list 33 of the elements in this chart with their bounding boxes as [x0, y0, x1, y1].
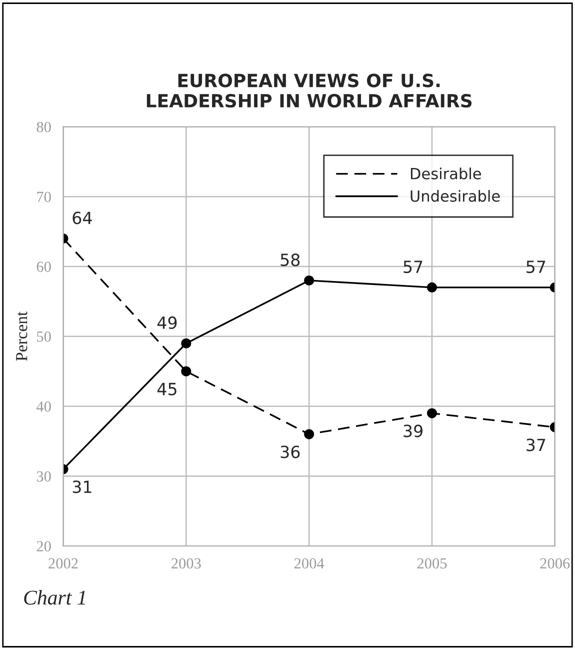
x-tick-label: 2005: [417, 558, 447, 569]
data-label: 37: [526, 438, 546, 452]
legend-label: Undesirable: [410, 190, 500, 202]
point: [426, 282, 437, 292]
data-label: 45: [157, 382, 176, 396]
point: [304, 275, 314, 286]
caption: Chart 1: [24, 590, 86, 605]
y-axis-title: Percent: [16, 311, 28, 361]
y-tick-label: 50: [37, 332, 51, 342]
point: [181, 338, 192, 348]
data-label: 64: [72, 212, 92, 224]
point: [304, 429, 314, 440]
y-tick-label: 30: [36, 471, 51, 482]
chart-title: EUROPEAN VIEWS OF U.S. LEADERSHIP IN WORLD AFFAIRS: [146, 74, 472, 108]
data-label: 57: [526, 260, 546, 274]
y-tick-label: 40: [36, 401, 51, 412]
legend-label: Desirable: [410, 168, 481, 180]
x-tick-label: 2004: [294, 558, 324, 569]
x-tick-label: 2002: [48, 558, 78, 569]
point: [426, 408, 437, 418]
x-tick-label: 2006: [540, 558, 570, 569]
y-tick-label: 20: [36, 541, 51, 552]
data-label: 58: [280, 254, 300, 266]
data-label: 36: [280, 446, 300, 458]
data-label: 31: [72, 480, 92, 494]
y-tick-label: 70: [37, 192, 51, 202]
y-tick-label: 80: [36, 122, 51, 132]
data-label: 39: [404, 424, 422, 438]
y-tick-label: 60: [36, 262, 51, 272]
x-tick-label: 2003: [172, 558, 201, 569]
data-label: 49: [157, 316, 177, 330]
data-label: 57: [404, 260, 422, 274]
point: [181, 366, 192, 376]
